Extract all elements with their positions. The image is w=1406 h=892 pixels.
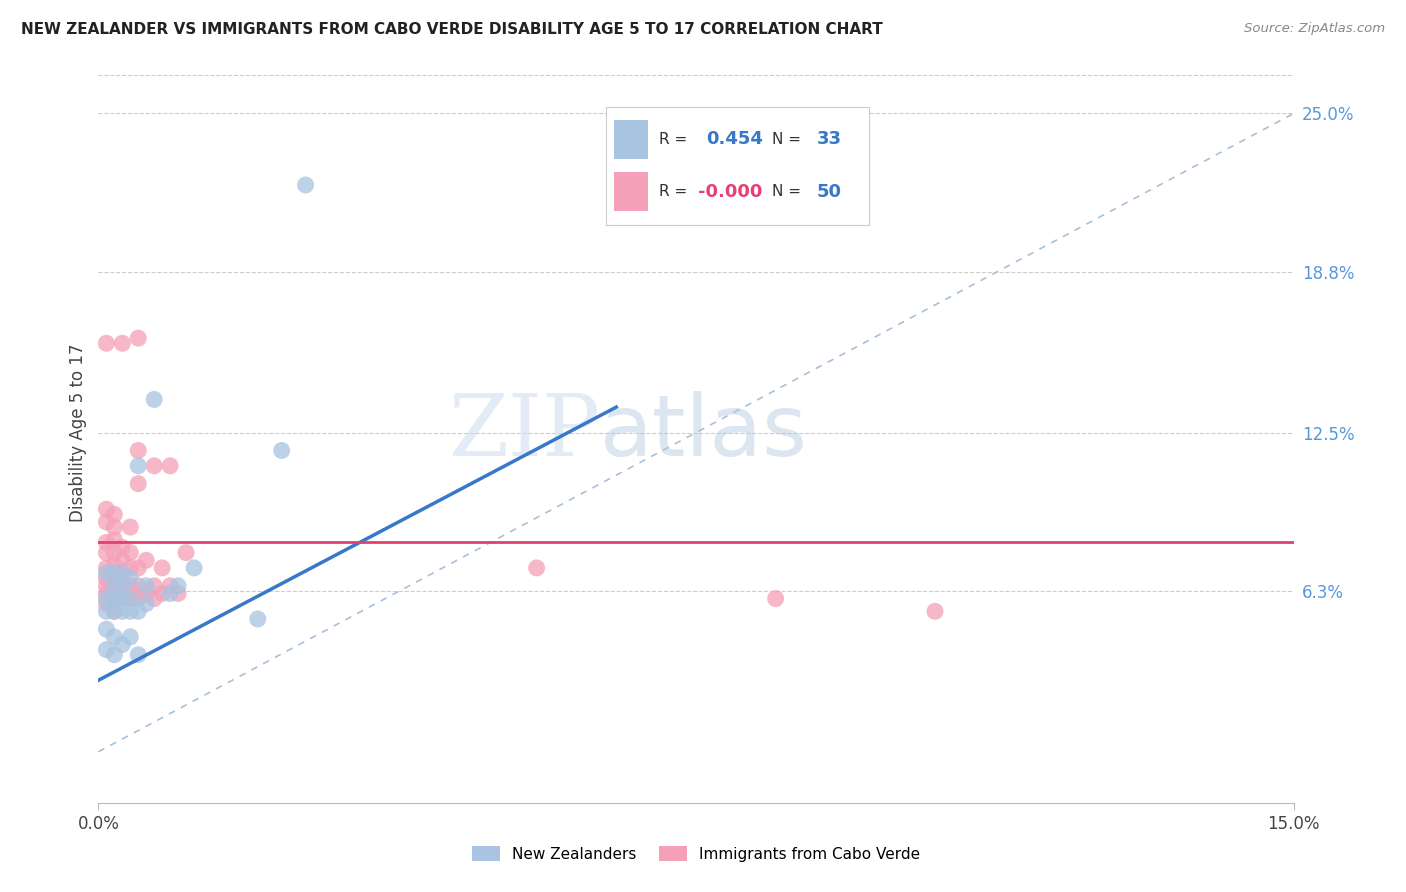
Point bbox=[96, 597, 118, 611]
Point bbox=[103, 604, 125, 618]
Point bbox=[96, 642, 118, 657]
Point bbox=[294, 178, 316, 192]
Point bbox=[159, 458, 181, 473]
Point bbox=[96, 571, 118, 585]
Point bbox=[103, 648, 125, 662]
Point bbox=[96, 502, 118, 516]
Point bbox=[135, 597, 157, 611]
Point bbox=[127, 604, 149, 618]
Point bbox=[135, 579, 157, 593]
Point bbox=[96, 515, 118, 529]
Point bbox=[135, 586, 157, 600]
Point bbox=[96, 546, 118, 560]
Point bbox=[103, 579, 125, 593]
Point bbox=[96, 591, 118, 606]
Point bbox=[127, 648, 149, 662]
Point bbox=[111, 579, 134, 593]
Point bbox=[127, 561, 149, 575]
Text: ZIP: ZIP bbox=[449, 391, 600, 475]
Point bbox=[103, 566, 125, 580]
Point bbox=[103, 508, 125, 522]
Point bbox=[120, 591, 142, 606]
Point bbox=[96, 566, 118, 580]
Point bbox=[103, 579, 125, 593]
Point bbox=[143, 579, 166, 593]
Point bbox=[270, 443, 292, 458]
Point bbox=[103, 630, 125, 644]
Text: NEW ZEALANDER VS IMMIGRANTS FROM CABO VERDE DISABILITY AGE 5 TO 17 CORRELATION C: NEW ZEALANDER VS IMMIGRANTS FROM CABO VE… bbox=[21, 22, 883, 37]
Point bbox=[120, 520, 142, 534]
Point bbox=[167, 579, 190, 593]
Point bbox=[120, 579, 142, 593]
Point bbox=[135, 553, 157, 567]
Point bbox=[96, 336, 118, 351]
Point bbox=[111, 553, 134, 567]
Point bbox=[174, 546, 197, 560]
Point bbox=[103, 604, 125, 618]
Point bbox=[103, 520, 125, 534]
Point bbox=[111, 591, 134, 606]
Point bbox=[103, 546, 125, 560]
Point bbox=[127, 443, 149, 458]
Point bbox=[150, 561, 173, 575]
Point bbox=[143, 591, 166, 606]
Point bbox=[120, 546, 142, 560]
Point bbox=[183, 561, 205, 575]
Point bbox=[111, 591, 134, 606]
Point bbox=[111, 566, 134, 580]
Point bbox=[120, 591, 142, 606]
Point bbox=[526, 561, 548, 575]
Point bbox=[150, 586, 173, 600]
Point bbox=[111, 604, 134, 618]
Point bbox=[96, 535, 118, 549]
Point bbox=[127, 591, 149, 606]
Point bbox=[127, 476, 149, 491]
Point bbox=[103, 533, 125, 547]
Point bbox=[765, 591, 787, 606]
Point bbox=[159, 579, 181, 593]
Point bbox=[111, 638, 134, 652]
Point bbox=[96, 622, 118, 636]
Y-axis label: Disability Age 5 to 17: Disability Age 5 to 17 bbox=[69, 343, 87, 522]
Point bbox=[103, 558, 125, 573]
Point bbox=[143, 458, 166, 473]
Point bbox=[127, 579, 149, 593]
Point bbox=[111, 336, 134, 351]
Point bbox=[103, 591, 125, 606]
Text: atlas: atlas bbox=[600, 391, 808, 475]
Point bbox=[127, 331, 149, 345]
Point bbox=[96, 586, 118, 600]
Point bbox=[127, 458, 149, 473]
Point bbox=[96, 561, 118, 575]
Point bbox=[111, 566, 134, 580]
Point bbox=[924, 604, 946, 618]
Point bbox=[159, 586, 181, 600]
Point bbox=[246, 612, 269, 626]
Point bbox=[103, 571, 125, 585]
Point bbox=[111, 541, 134, 555]
Point bbox=[605, 201, 627, 215]
Point bbox=[120, 604, 142, 618]
Point bbox=[111, 579, 134, 593]
Text: Source: ZipAtlas.com: Source: ZipAtlas.com bbox=[1244, 22, 1385, 36]
Point bbox=[120, 630, 142, 644]
Point bbox=[120, 561, 142, 575]
Point bbox=[103, 591, 125, 606]
Legend: New Zealanders, Immigrants from Cabo Verde: New Zealanders, Immigrants from Cabo Ver… bbox=[464, 838, 928, 869]
Point bbox=[96, 579, 118, 593]
Point bbox=[167, 586, 190, 600]
Point bbox=[96, 604, 118, 618]
Point bbox=[120, 571, 142, 585]
Point bbox=[143, 392, 166, 407]
